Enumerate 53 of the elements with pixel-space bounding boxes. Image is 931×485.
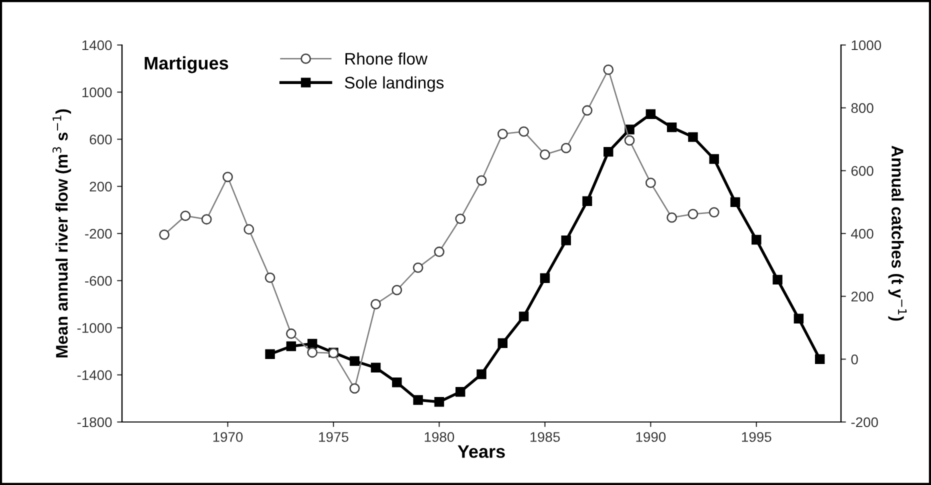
y2-axis-title: Annual catches (t y$^{−1}$) bbox=[888, 146, 907, 321]
y2-tick-label: 400 bbox=[851, 228, 874, 239]
y-tick-label: 1000 bbox=[82, 87, 112, 98]
point bbox=[265, 349, 275, 359]
point bbox=[413, 395, 423, 405]
point bbox=[307, 338, 318, 349]
point bbox=[350, 356, 360, 366]
y2-tick-label: 800 bbox=[851, 103, 874, 114]
legend-label: Sole landings bbox=[344, 76, 444, 92]
x-tick-label: 1970 bbox=[213, 432, 243, 442]
y2-tick-label: -200 bbox=[851, 417, 878, 428]
point bbox=[498, 338, 508, 348]
y-tick-label: -1000 bbox=[77, 323, 112, 333]
point bbox=[455, 386, 466, 397]
y-tick-label: -1800 bbox=[77, 417, 112, 428]
point bbox=[709, 154, 719, 164]
y-tick-label: -200 bbox=[85, 228, 112, 239]
x-tick-label: 1995 bbox=[742, 432, 772, 442]
x-axis-title: Years bbox=[458, 445, 505, 458]
y2-tick-label: 1000 bbox=[852, 40, 882, 50]
y2-tick-label: 200 bbox=[851, 292, 874, 302]
point bbox=[392, 378, 402, 388]
y2-tick-label: 600 bbox=[851, 166, 874, 176]
point bbox=[370, 362, 381, 373]
x-tick-label: 1975 bbox=[319, 432, 348, 442]
point bbox=[540, 273, 550, 283]
point bbox=[752, 234, 762, 245]
point bbox=[730, 197, 740, 207]
point bbox=[582, 196, 592, 206]
point bbox=[646, 109, 656, 119]
point bbox=[814, 354, 825, 364]
point bbox=[434, 397, 444, 407]
y2-tick-label: 0 bbox=[851, 354, 858, 364]
point bbox=[476, 369, 486, 380]
y-tick-label: 1400 bbox=[82, 40, 112, 50]
y-tick-label: 600 bbox=[90, 134, 112, 144]
point bbox=[518, 312, 529, 322]
point bbox=[604, 146, 614, 157]
point bbox=[286, 341, 296, 352]
point bbox=[688, 132, 698, 142]
y-axis-title: Mean annual river flow (m$^{3}$ s$^{−1}$) bbox=[52, 109, 72, 358]
y-tick-label: 200 bbox=[90, 182, 112, 192]
point bbox=[772, 274, 782, 285]
point bbox=[794, 314, 804, 324]
y-tick-label: -1400 bbox=[77, 370, 112, 380]
legend-label: Rhone flow bbox=[346, 52, 428, 65]
point bbox=[561, 236, 571, 246]
annotation: Martigues bbox=[144, 56, 228, 74]
y-tick-label: -600 bbox=[85, 276, 112, 286]
x-tick-label: 1990 bbox=[636, 432, 666, 442]
point bbox=[666, 122, 677, 132]
x-tick-label: 1980 bbox=[424, 432, 454, 442]
x-tick-label: 1985 bbox=[530, 432, 560, 442]
